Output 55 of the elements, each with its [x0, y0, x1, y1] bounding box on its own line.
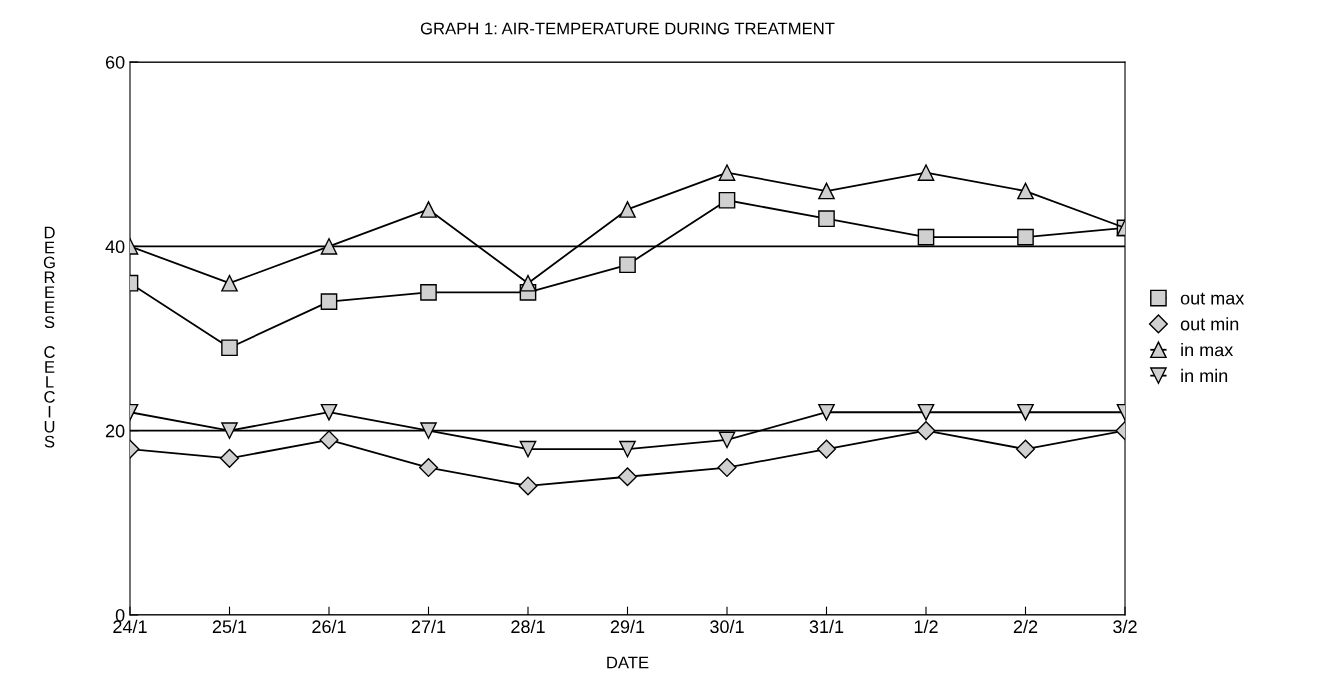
point — [1017, 182, 1034, 200]
point — [420, 284, 437, 301]
x-tick-label: 30/1 — [710, 619, 744, 634]
x-tick-label: 1/2 — [914, 619, 938, 634]
point — [320, 403, 338, 421]
point — [916, 421, 936, 441]
x-axis-title: DATE — [607, 656, 649, 669]
point — [320, 293, 338, 310]
point — [1015, 439, 1036, 459]
point — [818, 403, 835, 421]
point — [418, 457, 439, 478]
point — [717, 457, 737, 478]
point — [420, 422, 437, 440]
x-tick-label: 28/1 — [511, 619, 545, 634]
point — [619, 201, 636, 218]
point — [219, 448, 240, 468]
x-tick-label: 27/1 — [411, 619, 446, 634]
x-tick-label: 31/1 — [809, 619, 844, 634]
x-tick-label: 25/1 — [212, 619, 247, 634]
point — [320, 237, 338, 255]
point — [917, 403, 935, 421]
point — [818, 210, 835, 228]
legend-label: out max — [1180, 292, 1245, 305]
x-tick-label: 26/1 — [312, 619, 346, 634]
y-tick-label: 60 — [105, 55, 125, 69]
point — [917, 164, 935, 181]
point — [1017, 403, 1034, 421]
x-tick-label: 29/1 — [610, 619, 645, 634]
point — [221, 274, 238, 292]
point — [518, 476, 538, 496]
point — [519, 274, 537, 292]
point — [1017, 228, 1034, 246]
chart-title: GRAPH 1: AIR-TEMPERATURE DURING TREATMENT — [420, 22, 835, 35]
point — [221, 339, 238, 357]
point — [319, 430, 339, 450]
legend-label: in max — [1181, 343, 1234, 357]
point — [619, 440, 636, 458]
point — [619, 256, 636, 274]
point — [816, 439, 837, 459]
text: DEGREES CELCIUS — [43, 226, 55, 448]
legend-label: out min — [1180, 317, 1239, 331]
point — [818, 182, 835, 200]
point — [420, 201, 437, 218]
y-tick-label: 20 — [105, 424, 125, 438]
point — [519, 440, 537, 458]
point — [221, 422, 238, 440]
point — [917, 228, 935, 246]
x-tick-label: 3/2 — [1113, 619, 1137, 634]
point — [718, 431, 736, 449]
legend-label: in min — [1181, 368, 1228, 382]
x-tick-label: 2/2 — [1013, 619, 1038, 634]
point — [718, 164, 736, 181]
point — [617, 467, 638, 487]
point — [718, 191, 736, 209]
y-tick-label: 40 — [105, 240, 125, 254]
